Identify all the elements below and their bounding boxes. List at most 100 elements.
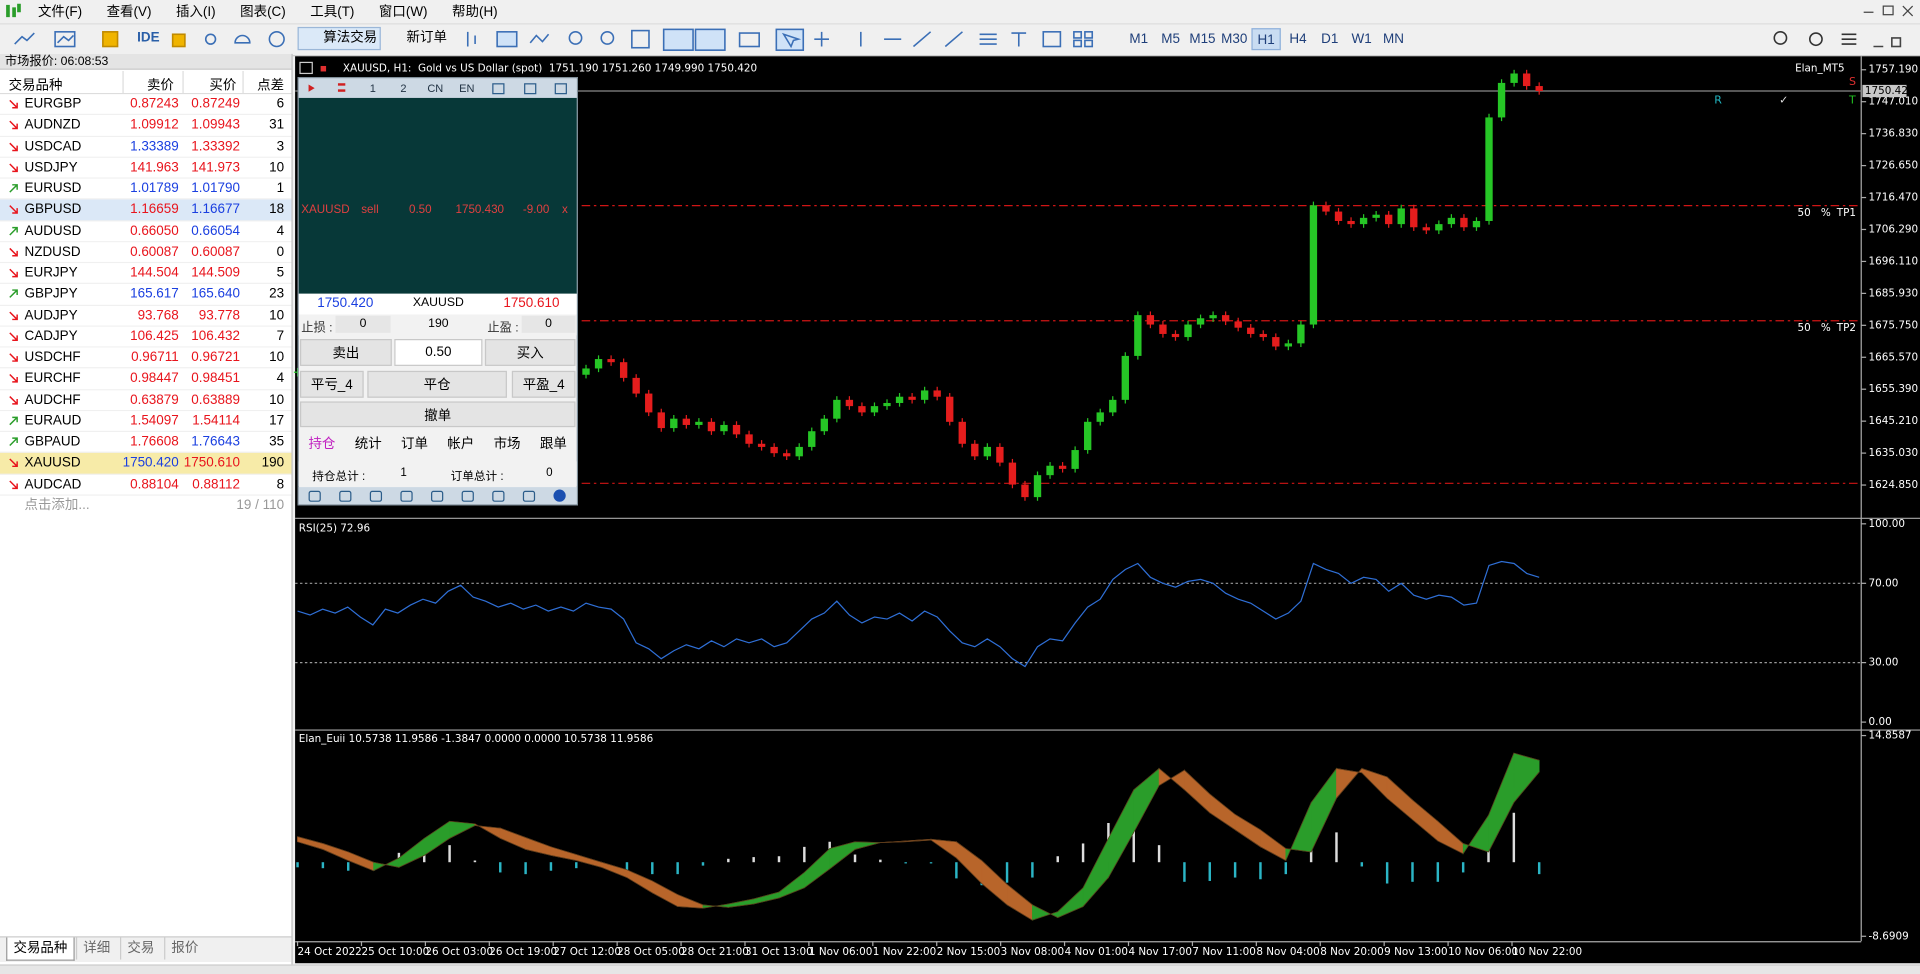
timeframe-button[interactable]: W1 bbox=[1351, 31, 1372, 47]
panel-tab[interactable]: 市场 bbox=[493, 436, 521, 452]
icon[interactable] bbox=[492, 83, 505, 95]
timeframe-button[interactable]: MN bbox=[1382, 31, 1404, 47]
algo-trading-button[interactable]: 算法交易 bbox=[297, 26, 381, 51]
quote-row[interactable]: USDCHF 0.96711 0.96721 10 bbox=[0, 347, 292, 369]
menu-item[interactable]: 工具(T) bbox=[310, 4, 355, 20]
icon[interactable] bbox=[308, 490, 321, 502]
icon[interactable] bbox=[522, 490, 536, 502]
ask-price: 1750.610 bbox=[503, 296, 560, 311]
position-field[interactable]: x bbox=[562, 203, 568, 217]
quote-row[interactable]: NZDUSD 0.60087 0.60087 0 bbox=[0, 242, 292, 264]
window-controls[interactable] bbox=[1856, 1, 1917, 21]
menu-item[interactable]: 窗口(W) bbox=[378, 4, 428, 20]
new-order-button[interactable]: 新订单 bbox=[387, 27, 447, 50]
quote-row[interactable]: USDJPY 141.963 141.973 10 bbox=[0, 157, 292, 179]
panel-button[interactable]: 平亏_4 bbox=[300, 370, 364, 398]
candle bbox=[632, 377, 640, 394]
tab[interactable]: 交易品种 bbox=[6, 937, 75, 961]
menu-item[interactable]: 帮助(H) bbox=[452, 4, 498, 20]
timeframe-button[interactable]: M15 bbox=[1189, 31, 1216, 47]
spread: 7 bbox=[276, 328, 285, 344]
panel-tab[interactable]: 帐户 bbox=[447, 436, 475, 452]
icon[interactable] bbox=[492, 490, 505, 502]
candle bbox=[870, 406, 879, 413]
ask: 0.96721 bbox=[191, 350, 241, 365]
quote-row[interactable]: AUDJPY 93.768 93.778 10 bbox=[0, 305, 292, 327]
panel-toolbar: 1 2 CN EN bbox=[298, 78, 577, 98]
candle bbox=[1221, 315, 1230, 322]
quote-row[interactable]: GBPJPY 165.617 165.640 23 bbox=[0, 284, 292, 306]
candle bbox=[1485, 117, 1493, 221]
quote-row[interactable]: AUDCHF 0.63879 0.63889 10 bbox=[0, 389, 292, 411]
quote-row[interactable]: GBPAUD 1.76608 1.76643 35 bbox=[0, 432, 292, 454]
icon[interactable] bbox=[554, 83, 567, 95]
panel-tab[interactable]: 统计 bbox=[354, 436, 382, 452]
icon[interactable] bbox=[524, 83, 537, 95]
icon[interactable] bbox=[461, 490, 474, 502]
quote-row[interactable]: EURGBP 0.87243 0.87249 6 bbox=[0, 94, 292, 116]
histogram-bar bbox=[448, 845, 451, 863]
info-icon[interactable] bbox=[553, 489, 566, 502]
quote-row[interactable]: EURAUD 1.54097 1.54114 17 bbox=[0, 410, 292, 433]
menu-item[interactable]: 文件(F) bbox=[37, 4, 83, 20]
panel-tab[interactable]: CN bbox=[427, 82, 444, 95]
panel-tab[interactable]: EN bbox=[459, 82, 475, 95]
panel-button[interactable]: 平仓 bbox=[367, 370, 507, 398]
tp-input[interactable]: 0 bbox=[521, 315, 576, 333]
timeframe-button[interactable]: H1 bbox=[1251, 28, 1281, 51]
quote-row[interactable]: AUDNZD 1.09912 1.09943 31 bbox=[0, 115, 292, 137]
timeframe-button[interactable]: M30 bbox=[1221, 31, 1248, 47]
column-header: 卖价 bbox=[146, 78, 174, 94]
panel-button[interactable]: 平盈_4 bbox=[511, 370, 576, 398]
spread: 6 bbox=[276, 96, 285, 112]
panel-tab[interactable]: 2 bbox=[400, 82, 407, 95]
icon[interactable] bbox=[431, 490, 444, 502]
quote-row[interactable]: CADJPY 106.425 106.432 7 bbox=[0, 326, 292, 348]
symbol: AUDUSD bbox=[24, 223, 82, 239]
panel-tab[interactable]: 跟单 bbox=[539, 436, 567, 452]
quote-row[interactable]: AUDCAD 0.88104 0.88112 8 bbox=[0, 474, 292, 496]
timeframe-button[interactable]: D1 bbox=[1321, 31, 1339, 47]
icon[interactable] bbox=[369, 490, 383, 502]
icon[interactable] bbox=[400, 490, 413, 502]
candle bbox=[783, 453, 791, 457]
tab[interactable]: 详细 bbox=[75, 937, 116, 960]
bid-price: 1750.420 bbox=[317, 296, 374, 311]
add-symbol[interactable]: 点击添加... bbox=[24, 497, 90, 513]
sl-input[interactable]: 0 bbox=[335, 315, 391, 333]
menu-item[interactable]: 插入(I) bbox=[175, 4, 216, 20]
panel-tab[interactable]: 持仓 bbox=[308, 436, 336, 452]
quote-row[interactable]: GBPUSD 1.16659 1.16677 18 bbox=[0, 199, 292, 221]
menu-item[interactable]: 图表(C) bbox=[240, 4, 286, 20]
panel-button[interactable]: 买入 bbox=[484, 339, 576, 366]
panel-button[interactable]: 撤单 bbox=[300, 401, 576, 428]
direction-arrow bbox=[9, 395, 18, 405]
panel-button[interactable]: 0.50 bbox=[394, 339, 483, 366]
quote-row[interactable]: USDCAD 1.33389 1.33392 3 bbox=[0, 136, 292, 158]
icon[interactable] bbox=[339, 490, 352, 502]
spread: 17 bbox=[269, 413, 285, 429]
symbol: XAUUSD bbox=[24, 455, 81, 471]
histogram-bar bbox=[1284, 862, 1288, 875]
tab[interactable]: 报价 bbox=[164, 937, 204, 960]
quote-row[interactable]: AUDUSD 0.66050 0.66054 4 bbox=[0, 220, 292, 243]
timeframe-button[interactable]: M5 bbox=[1161, 31, 1180, 47]
tab[interactable]: 交易 bbox=[120, 937, 160, 960]
direction-arrow bbox=[9, 374, 18, 383]
position-field: -9.00 bbox=[522, 203, 550, 217]
quote-row[interactable]: EURUSD 1.01789 1.01790 1 bbox=[0, 178, 292, 200]
position-field: XAUUSD bbox=[301, 203, 350, 217]
timeframe-button[interactable]: M1 bbox=[1129, 31, 1149, 47]
menu-item[interactable]: 查看(V) bbox=[106, 4, 152, 20]
panel-button[interactable]: 卖出 bbox=[300, 339, 392, 366]
timeframe-button[interactable]: H4 bbox=[1289, 31, 1307, 47]
panel-tab[interactable]: 1 bbox=[369, 82, 376, 95]
toolbar-button[interactable]: IDE bbox=[137, 30, 160, 46]
quote-row[interactable]: EURCHF 0.98447 0.98451 4 bbox=[0, 368, 292, 390]
quote-row[interactable]: XAUUSD 1750.420 1750.610 190 bbox=[0, 453, 292, 475]
symbol-count: 19 / 110 bbox=[236, 497, 285, 513]
panel-tab[interactable]: 订单 bbox=[401, 436, 428, 452]
quote-row[interactable]: EURJPY 144.504 144.509 5 bbox=[0, 263, 292, 285]
column-divider bbox=[182, 70, 184, 94]
signal-marker: ✓ bbox=[1779, 93, 1788, 106]
